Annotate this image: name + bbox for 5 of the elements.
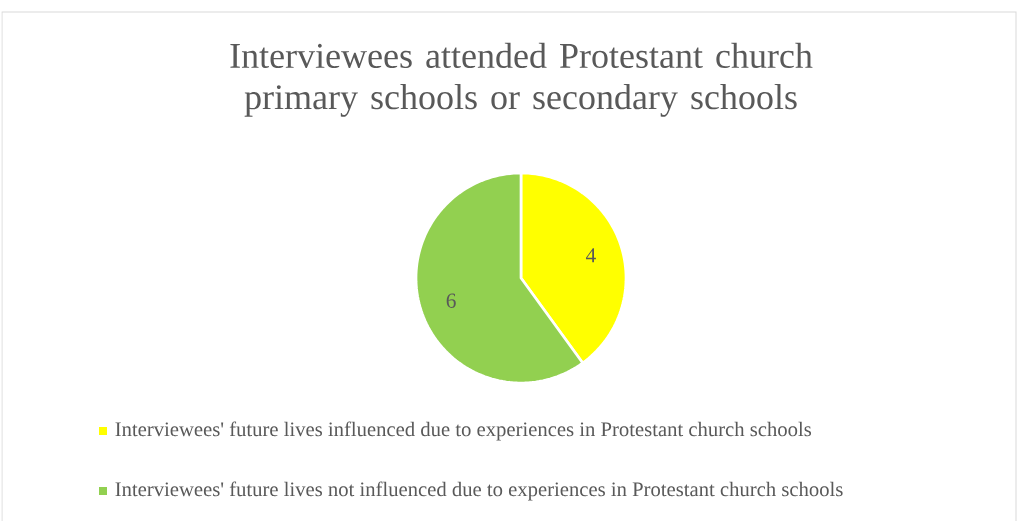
legend-label: Interviewees' future lives influenced due to experiences in Protestant church schools: [115, 421, 812, 441]
chart-title: Interviewees attended Protestant church primary schools or secondary schools: [230, 42, 813, 117]
legend-label: Interviewees' future lives not influenced due to experiences in Protestant church schools: [115, 481, 843, 501]
data-label: 6: [446, 293, 456, 308]
data-label: 4: [585, 248, 596, 263]
